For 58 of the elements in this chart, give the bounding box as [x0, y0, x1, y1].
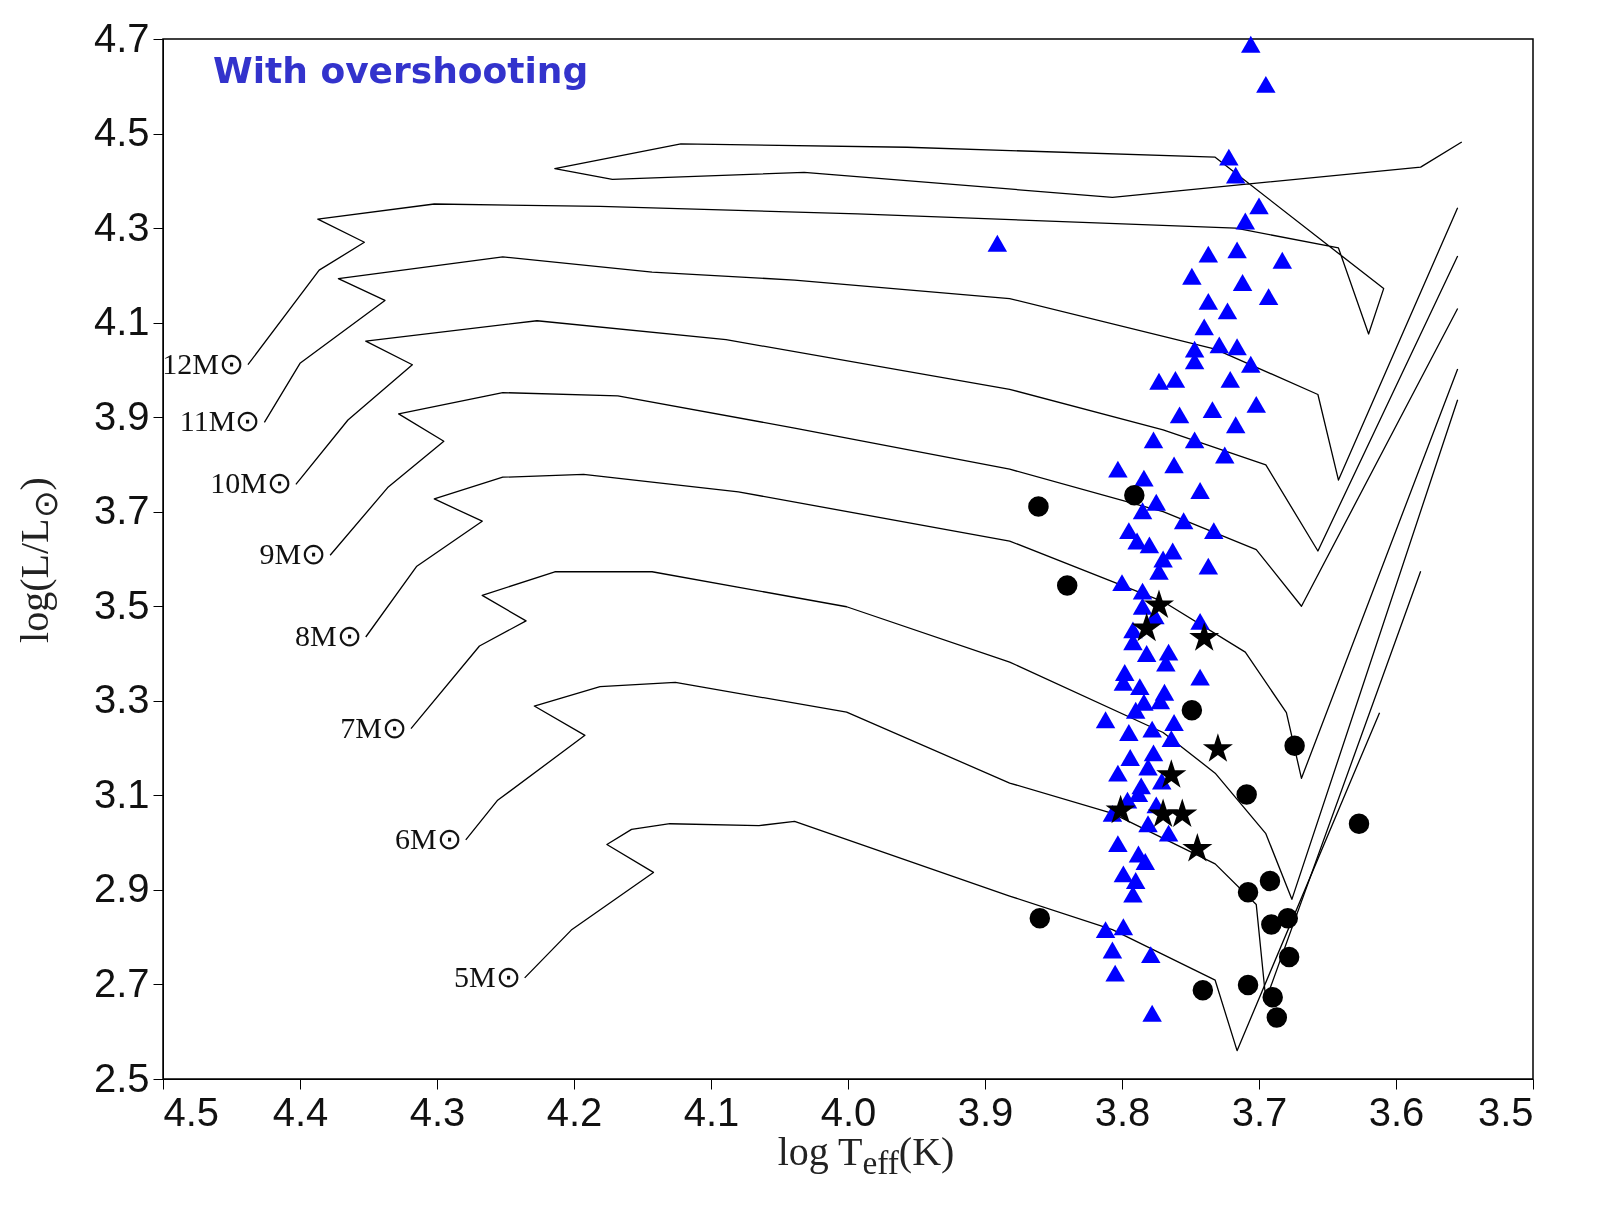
point [1029, 908, 1051, 929]
point [1156, 759, 1187, 788]
point [1189, 622, 1220, 651]
x-tick-label: 3.7 [1231, 1089, 1288, 1134]
y-tick-label: 3.7 [93, 488, 150, 533]
x-tick-label: 4.1 [683, 1089, 740, 1134]
line-series [329, 307, 1459, 607]
point [1202, 733, 1233, 762]
point [1237, 882, 1259, 903]
point [1182, 832, 1213, 862]
line-series [247, 141, 1463, 366]
x-tick-label: 3.9 [957, 1089, 1014, 1134]
series-label: 9M⊙ [259, 537, 327, 571]
point [1056, 575, 1078, 596]
point [1124, 484, 1145, 506]
y-tick-label: 3.5 [93, 582, 150, 627]
y-tick-label: 2.7 [93, 960, 150, 1005]
point [1131, 612, 1162, 642]
point [1277, 908, 1299, 929]
y-tick-label: 4.3 [93, 204, 150, 249]
y-tick-label: 4.7 [93, 15, 150, 60]
y-tick-label: 3.9 [93, 393, 150, 438]
series-label: 10M⊙ [210, 466, 292, 500]
series-label: 8M⊙ [295, 619, 362, 652]
series-label: 11M⊙ [179, 404, 261, 438]
y-tick-label: 2.5 [93, 1055, 150, 1100]
y-tick-label: 3.3 [93, 677, 150, 722]
x-tick-label: 4.4 [272, 1089, 329, 1134]
x-tick-label: 3.5 [1477, 1089, 1534, 1134]
y-tick-label: 2.9 [93, 866, 150, 911]
chart-title: With overshooting [213, 50, 589, 91]
point [1259, 870, 1281, 892]
point [1278, 946, 1300, 968]
point [1167, 798, 1198, 828]
point [1266, 1007, 1288, 1028]
point [1261, 914, 1282, 935]
point [1105, 794, 1136, 824]
point [1192, 979, 1214, 1001]
point [1237, 974, 1259, 996]
x-tick-label: 3.8 [1094, 1089, 1151, 1134]
series-label: 6M⊙ [395, 821, 462, 855]
x-tick-label: 4.5 [163, 1089, 220, 1134]
x-tick-label: 4.3 [409, 1089, 466, 1134]
y-tick-label: 3.1 [93, 771, 150, 816]
series-label: 7M⊙ [340, 710, 407, 744]
x-tick-label: 4.2 [546, 1089, 603, 1134]
x-tick-label: 3.6 [1368, 1089, 1425, 1134]
series-label: 12M⊙ [162, 346, 244, 380]
y-tick-label: 4.5 [93, 110, 150, 155]
point [1143, 589, 1175, 619]
series-label: 5M⊙ [453, 959, 521, 993]
point [1262, 986, 1283, 1008]
y-tick-label: 4.1 [93, 299, 150, 344]
point [1236, 784, 1257, 805]
point [1181, 700, 1203, 721]
point [1284, 735, 1305, 756]
point [1028, 496, 1049, 517]
point [1348, 813, 1370, 834]
